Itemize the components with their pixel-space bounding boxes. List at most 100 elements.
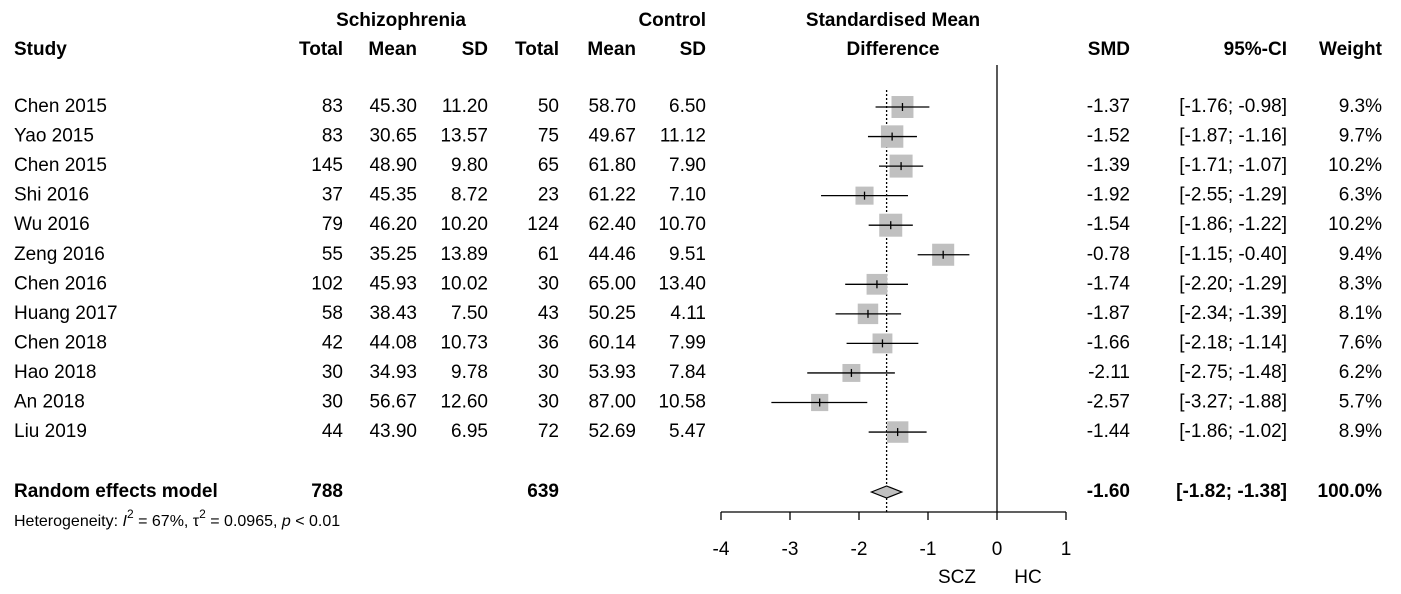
text: 2: [199, 507, 206, 521]
study-name: Chen 2018: [14, 332, 107, 353]
ci-label: [-1.86; -1.22]: [1179, 214, 1287, 235]
weight-label: 10.2%: [1328, 155, 1382, 176]
cell: 55: [322, 244, 343, 265]
cell: 30: [322, 392, 343, 413]
cell: 10.20: [440, 214, 488, 235]
x-tick-label: 0: [992, 539, 1003, 560]
cell: 35.25: [369, 244, 417, 265]
ci-label: [-1.71; -1.07]: [1179, 155, 1287, 176]
column-header: SMD: [1088, 39, 1130, 60]
cell: 145: [311, 155, 343, 176]
smd-label: -1.39: [1087, 155, 1130, 176]
study-name: Hao 2018: [14, 362, 96, 383]
cell: 72: [538, 421, 559, 442]
smd-label: -2.11: [1088, 362, 1130, 383]
text: Heterogeneity:: [14, 513, 123, 530]
group-header: Schizophrenia: [336, 10, 466, 31]
ci-label: [-1.82; -1.38]: [1176, 481, 1287, 502]
text: = 67%, τ: [134, 513, 200, 530]
cell: 13.57: [440, 126, 488, 147]
pooled-total: 788: [311, 481, 343, 502]
column-header: Total: [515, 39, 559, 60]
cell: 53.93: [588, 362, 636, 383]
smd-label: -1.87: [1087, 303, 1130, 324]
cell: 50.25: [588, 303, 636, 324]
pooled-label: Random effects model: [14, 481, 218, 502]
cell: 42: [322, 332, 343, 353]
study-name: Zeng 2016: [14, 244, 105, 265]
cell: 83: [322, 126, 343, 147]
cell: 75: [538, 126, 559, 147]
cell: 9.78: [451, 362, 488, 383]
cell: 9.51: [669, 244, 706, 265]
cell: 10.73: [440, 332, 488, 353]
cell: 7.99: [669, 332, 706, 353]
ci-label: [-3.27; -1.88]: [1179, 392, 1287, 413]
column-header: Weight: [1319, 39, 1383, 60]
cell: 13.89: [440, 244, 488, 265]
cell: 102: [311, 273, 343, 294]
study-name: Yao 2015: [14, 126, 94, 147]
weight-label: 8.1%: [1339, 303, 1382, 324]
cell: 11.20: [442, 96, 488, 117]
cell: 56.67: [369, 392, 417, 413]
column-header: 95%-CI: [1224, 39, 1287, 60]
cell: 61.22: [588, 185, 636, 206]
cell: 10.58: [658, 392, 706, 413]
study-name: Chen 2015: [14, 155, 107, 176]
weight-label: 9.4%: [1339, 244, 1382, 265]
smd-label: -1.44: [1087, 421, 1131, 442]
cell: 44: [322, 421, 344, 442]
smd-label: -1.37: [1087, 96, 1130, 117]
cell: 60.14: [588, 332, 636, 353]
study-name: Huang 2017: [14, 303, 118, 324]
text: I: [123, 513, 128, 530]
cell: 10.02: [440, 273, 488, 294]
group-header: Control: [638, 10, 706, 31]
study-name: Wu 2016: [14, 214, 90, 235]
column-header: Mean: [368, 39, 417, 60]
plot-title: Difference: [847, 39, 940, 60]
cell: 12.60: [440, 392, 488, 413]
cell: 44.46: [588, 244, 636, 265]
x-tick-label: -1: [920, 539, 937, 560]
x-tick-label: -2: [851, 539, 868, 560]
pooled-diamond: [869, 485, 904, 499]
cell: 7.50: [451, 303, 488, 324]
weight-label: 7.6%: [1339, 332, 1382, 353]
cell: 43.90: [369, 421, 417, 442]
cell: 7.90: [669, 155, 706, 176]
cell: 45.30: [369, 96, 417, 117]
ci-label: [-2.34; -1.39]: [1179, 303, 1287, 324]
pooled-total: 639: [527, 481, 559, 502]
cell: 30.65: [369, 126, 417, 147]
x-tick-label: -4: [713, 539, 730, 560]
heterogeneity: Heterogeneity: I2 = 67%, τ2 = 0.0965, p …: [14, 507, 340, 530]
cell: 62.40: [588, 214, 636, 235]
cell: 37: [322, 185, 343, 206]
cell: 87.00: [588, 392, 636, 413]
cell: 7.10: [669, 185, 706, 206]
smd-label: -2.57: [1087, 392, 1130, 413]
cell: 30: [322, 362, 343, 383]
cell: 49.67: [588, 126, 636, 147]
cell: 13.40: [658, 273, 706, 294]
cell: 50: [538, 96, 559, 117]
cell: 48.90: [369, 155, 417, 176]
smd-label: -1.74: [1087, 273, 1131, 294]
weight-label: 6.2%: [1339, 362, 1382, 383]
cell: 38.43: [369, 303, 417, 324]
cell: 124: [527, 214, 559, 235]
cell: 65.00: [588, 273, 636, 294]
weight-label: 100.0%: [1318, 481, 1383, 502]
column-header: Study: [14, 39, 67, 60]
cell: 30: [538, 273, 559, 294]
x-tick-label: -3: [782, 539, 799, 560]
cell: 6.50: [669, 96, 706, 117]
cell: 46.20: [369, 214, 417, 235]
ci-label: [-2.18; -1.14]: [1179, 332, 1287, 353]
cell: 10.70: [658, 214, 706, 235]
ci-label: [-1.87; -1.16]: [1179, 126, 1287, 147]
cell: 52.69: [588, 421, 636, 442]
